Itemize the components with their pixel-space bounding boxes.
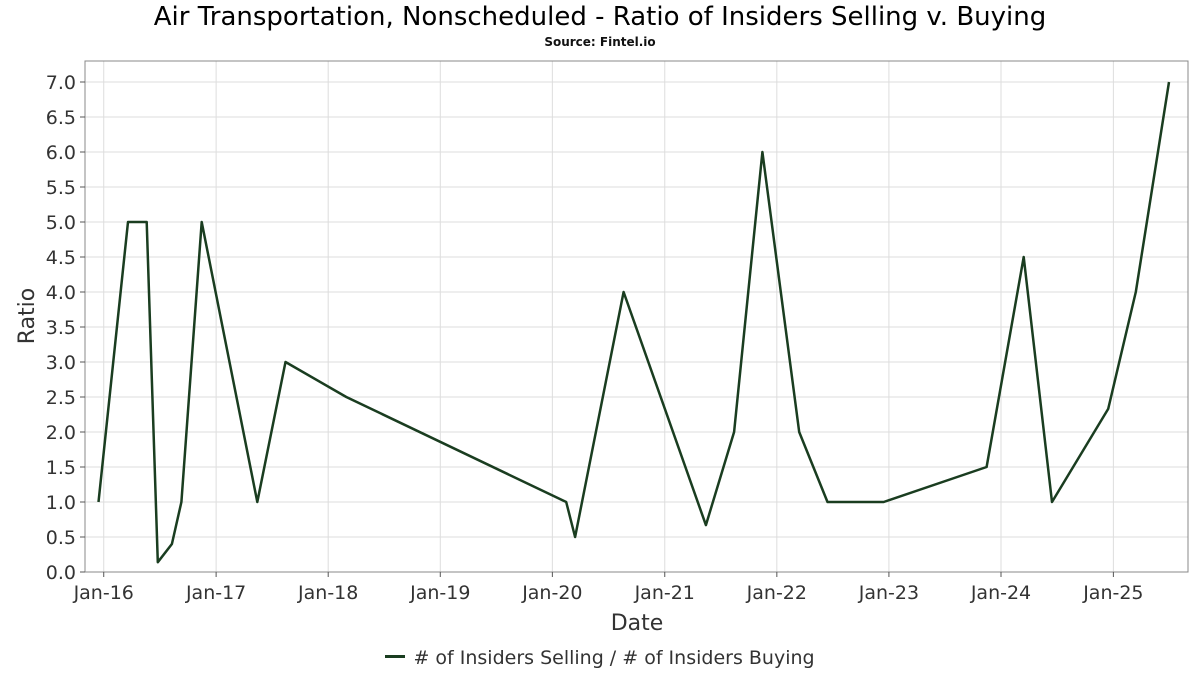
chart-subtitle: Source: Fintel.io [544,35,656,49]
x-tick-label: Jan-17 [185,582,246,604]
x-axis-label: Date [611,611,664,636]
x-tick-label: Jan-23 [858,582,919,604]
legend[interactable]: # of Insiders Selling / # of Insiders Bu… [0,647,1200,669]
legend-label: # of Insiders Selling / # of Insiders Bu… [413,647,815,669]
y-tick-label: 5.5 [46,177,76,199]
x-tick-label: Jan-22 [746,582,807,604]
x-tick-label: Jan-25 [1082,582,1143,604]
y-tick-label: 2.5 [46,387,76,409]
y-tick-label: 0.5 [46,527,76,549]
y-tick-label: 7.0 [46,72,76,94]
y-tick-label: 4.0 [46,282,76,304]
axes: 0.0 0.5 1.0 1.5 2.0 2.5 3.0 3.5 4.0 4.5 5.0 5.5 6.0 6… [46,60,1189,604]
y-tick-label: 1.5 [46,457,76,479]
grid-lines [85,61,1188,573]
x-tick-label: Jan-19 [409,582,470,604]
y-tick-label: 3.0 [46,352,76,374]
x-tick-label: Jan-16 [73,582,134,604]
x-tick-label: Jan-24 [970,582,1031,604]
x-tick-label: Jan-21 [634,582,695,604]
y-tick-label: 5.0 [46,212,76,234]
y-tick-label: 6.0 [46,142,76,164]
y-tick-label: 1.0 [46,492,76,514]
y-tick-label: 6.5 [46,107,76,129]
plot-frame [84,60,1189,573]
series-line [97,81,1171,564]
chart-title: Air Transportation, Nonscheduled - Ratio… [153,2,1047,32]
x-tick-label: Jan-20 [521,582,582,604]
legend-line-swatch [385,655,406,658]
y-tick-label: 2.0 [46,422,76,444]
y-axis-label: Ratio [15,288,40,344]
y-tick-label: 4.5 [46,247,76,269]
x-tick-label: Jan-18 [297,582,358,604]
y-tick-label: 0.0 [46,562,76,584]
y-tick-label: 3.5 [46,317,76,339]
